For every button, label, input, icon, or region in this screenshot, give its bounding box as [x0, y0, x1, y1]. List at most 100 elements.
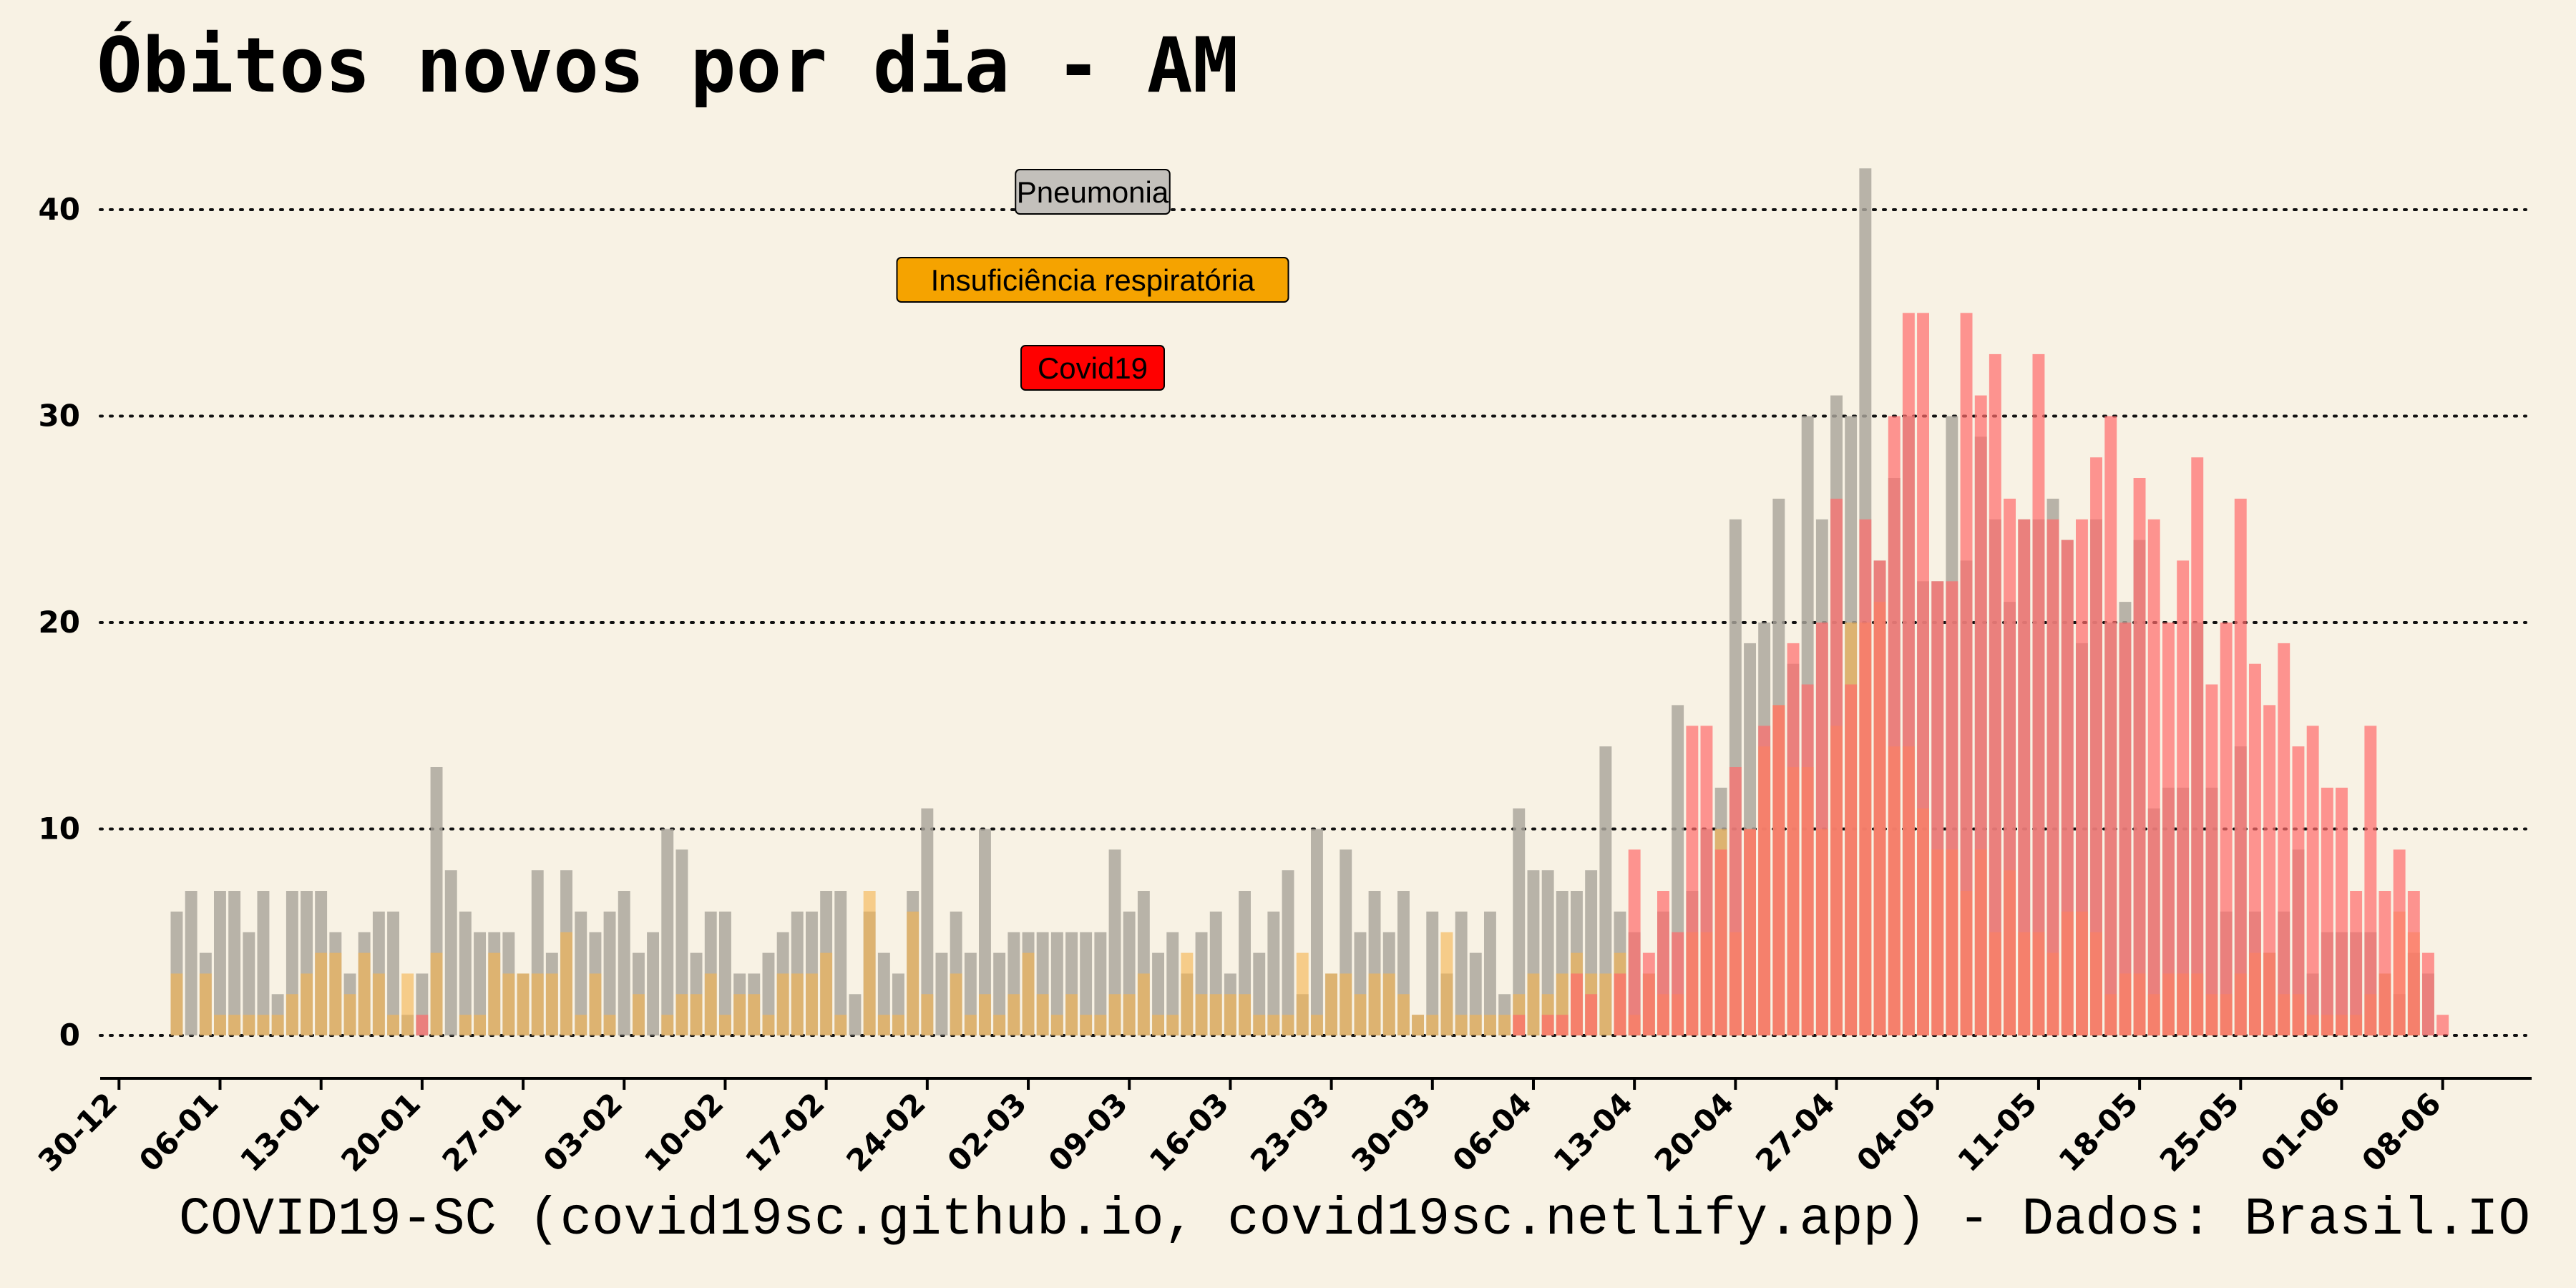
legend: Pneumonia Insuficiência respiratória Covid…: [896, 169, 1289, 391]
bar: [1368, 973, 1381, 1036]
x-tick-label: 30-12: [31, 1085, 125, 1179]
bar: [1744, 829, 1756, 1035]
bar: [1729, 767, 1742, 1036]
legend-label: Covid19: [1038, 351, 1148, 385]
bar: [517, 973, 530, 1036]
bar: [2278, 643, 2290, 1035]
x-tick-label: 27-04: [1749, 1085, 1842, 1179]
bar: [603, 911, 616, 1035]
bar: [1585, 994, 1598, 1035]
bar: [2234, 498, 2247, 1035]
bar: [1714, 849, 1727, 1035]
bar: [329, 952, 342, 1035]
bar: [315, 952, 328, 1035]
x-tick-label: 06-04: [1445, 1085, 1538, 1179]
bar: [1758, 726, 1771, 1036]
bar: [1296, 952, 1309, 1035]
bar: [1239, 994, 1251, 1035]
bar: [1917, 313, 1929, 1036]
bar: [719, 1015, 731, 1036]
legend-item: Covid19: [1020, 345, 1165, 391]
bar: [1209, 994, 1222, 1035]
bar: [1311, 1015, 1323, 1036]
bar: [907, 911, 919, 1035]
bar: [877, 952, 890, 1035]
bar: [2422, 952, 2434, 1035]
bar: [2249, 663, 2261, 1035]
bar: [719, 911, 731, 1035]
bar: [964, 952, 977, 1035]
bar: [820, 952, 833, 1035]
bar: [979, 994, 991, 1035]
bar: [964, 1015, 977, 1036]
bar: [1022, 952, 1035, 1035]
bar: [1050, 932, 1063, 1036]
x-tick-label: 09-03: [1042, 1085, 1135, 1179]
bar: [387, 911, 399, 1035]
bar: [1642, 952, 1655, 1035]
bar: [921, 994, 934, 1035]
bar: [2004, 498, 2016, 1035]
legend-label: Insuficiência respiratória: [931, 263, 1256, 297]
bar: [1065, 994, 1078, 1035]
bar: [545, 973, 558, 1036]
bar: [2191, 457, 2204, 1035]
bar: [1686, 726, 1699, 1036]
bar: [1412, 1015, 1424, 1036]
y-tick-label: 10: [39, 811, 80, 847]
bar: [2393, 849, 2406, 1035]
bar: [214, 1015, 226, 1036]
bar: [170, 973, 183, 1036]
bar: [531, 973, 544, 1036]
bar: [1498, 1015, 1511, 1036]
x-tick-label: 17-02: [738, 1085, 831, 1179]
x-tick-label: 04-05: [1850, 1085, 1943, 1179]
bar: [2364, 726, 2377, 1036]
bar: [1672, 932, 1684, 1036]
bar: [1440, 932, 1453, 1036]
legend-label-box: [896, 257, 1289, 303]
bar: [343, 994, 356, 1035]
bar: [877, 1015, 890, 1036]
bar: [430, 952, 443, 1035]
bar: [401, 973, 414, 1036]
bar: [1888, 416, 1901, 1035]
bar: [1873, 560, 1886, 1035]
bar: [762, 952, 775, 1035]
bar: [1469, 952, 1482, 1035]
bar: [1931, 581, 1944, 1035]
legend-item: Pneumonia: [1015, 169, 1171, 215]
legend-item: Insuficiência respiratória: [896, 257, 1289, 303]
bar: [2336, 787, 2348, 1035]
bar: [834, 891, 847, 1035]
bar: [301, 973, 313, 1036]
bar: [1513, 808, 1526, 1036]
bar: [2263, 705, 2276, 1035]
bar: [459, 1015, 472, 1036]
bar: [1599, 973, 1612, 1036]
bar: [661, 829, 674, 1035]
bar: [2306, 726, 2319, 1036]
bar: [2379, 891, 2391, 1035]
bar: [1772, 705, 1785, 1035]
bar: [806, 973, 818, 1036]
bar: [935, 952, 948, 1035]
bar: [2133, 478, 2146, 1035]
bar: [675, 849, 688, 1035]
bar: [647, 932, 659, 1036]
bar: [257, 1015, 270, 1036]
bar: [2104, 416, 2117, 1035]
x-tick-label: 18-05: [2052, 1085, 2145, 1179]
bar: [1050, 1015, 1063, 1036]
bar: [2321, 787, 2333, 1035]
bar: [387, 1015, 399, 1036]
bar: [1166, 1015, 1179, 1036]
bar: [863, 891, 876, 1035]
bar: [2061, 540, 2074, 1035]
x-tick-label: 06-01: [132, 1085, 225, 1179]
y-tick-label: 40: [39, 192, 80, 227]
bar: [2147, 519, 2160, 1036]
bar: [950, 973, 962, 1036]
bar: [892, 1015, 904, 1036]
bar: [1787, 643, 1800, 1035]
